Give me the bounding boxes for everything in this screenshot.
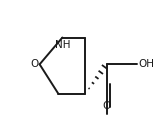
Text: OH: OH (139, 59, 155, 69)
Text: O: O (102, 101, 111, 111)
Text: NH: NH (55, 40, 70, 50)
Text: O: O (30, 59, 38, 69)
